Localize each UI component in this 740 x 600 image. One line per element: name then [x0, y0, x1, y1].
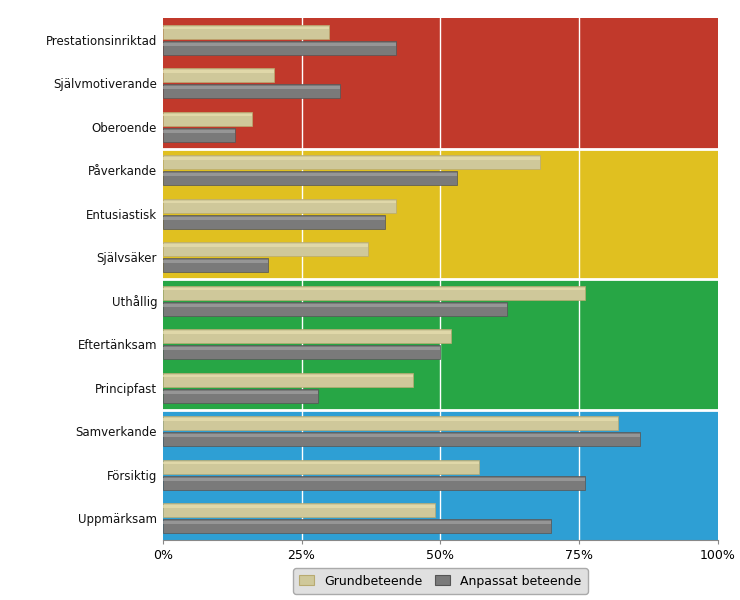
- Bar: [163, 323, 718, 366]
- Bar: [163, 105, 718, 148]
- Bar: [163, 286, 585, 300]
- Bar: [163, 157, 540, 160]
- Bar: [163, 155, 540, 169]
- Bar: [163, 302, 507, 316]
- Bar: [163, 432, 640, 446]
- Bar: [163, 288, 585, 290]
- Bar: [163, 201, 396, 203]
- Bar: [163, 476, 585, 490]
- Bar: [163, 217, 385, 220]
- Bar: [163, 61, 718, 105]
- Bar: [163, 84, 340, 98]
- Bar: [163, 279, 718, 323]
- Bar: [163, 304, 507, 307]
- Bar: [163, 199, 396, 213]
- Bar: [163, 497, 718, 540]
- Bar: [163, 112, 252, 126]
- Bar: [163, 68, 274, 82]
- Bar: [163, 453, 718, 497]
- Bar: [163, 519, 551, 533]
- Bar: [163, 373, 413, 387]
- Bar: [163, 331, 451, 334]
- Bar: [163, 503, 435, 517]
- Bar: [163, 18, 718, 61]
- Bar: [163, 171, 457, 185]
- Bar: [163, 375, 413, 377]
- Bar: [163, 114, 252, 116]
- Bar: [163, 434, 640, 437]
- Bar: [163, 345, 440, 359]
- Bar: [163, 192, 718, 235]
- Bar: [163, 70, 274, 73]
- Bar: [163, 148, 718, 192]
- Bar: [163, 416, 618, 430]
- Bar: [163, 391, 318, 394]
- Bar: [163, 244, 369, 247]
- Bar: [163, 242, 369, 256]
- Bar: [163, 43, 396, 46]
- Bar: [163, 366, 718, 409]
- Bar: [163, 478, 585, 481]
- Bar: [163, 347, 440, 350]
- Bar: [163, 409, 718, 453]
- Bar: [163, 521, 551, 524]
- Bar: [163, 329, 451, 343]
- Bar: [163, 389, 318, 403]
- Bar: [163, 235, 718, 279]
- Bar: [163, 260, 269, 263]
- Bar: [163, 462, 480, 464]
- Bar: [163, 128, 235, 142]
- Bar: [163, 25, 329, 39]
- Bar: [163, 460, 480, 474]
- Bar: [163, 418, 618, 421]
- Bar: [163, 130, 235, 133]
- Bar: [163, 215, 385, 229]
- Bar: [163, 173, 457, 176]
- Bar: [163, 258, 269, 272]
- Bar: [163, 86, 340, 89]
- Bar: [163, 505, 435, 508]
- Bar: [163, 27, 329, 29]
- Legend: Grundbeteende, Anpassat beteende: Grundbeteende, Anpassat beteende: [293, 568, 588, 594]
- Bar: [163, 41, 396, 55]
